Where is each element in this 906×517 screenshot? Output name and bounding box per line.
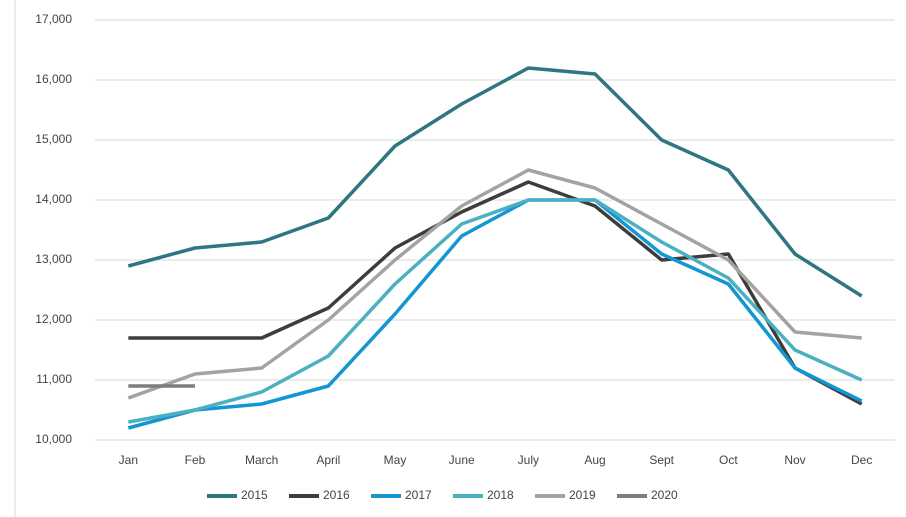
x-tick-label: March <box>245 453 278 467</box>
x-tick-label: Aug <box>584 453 605 467</box>
series-line <box>127 66 863 298</box>
y-tick-label: 17,000 <box>35 12 72 26</box>
y-tick-label: 15,000 <box>35 132 72 146</box>
x-tick-label: Nov <box>784 453 805 467</box>
y-tick-label: 16,000 <box>35 72 72 86</box>
legend-label: 2019 <box>569 488 596 502</box>
y-tick-label: 10,000 <box>35 432 72 446</box>
y-tick-label: 11,000 <box>36 372 72 386</box>
x-tick-label: July <box>518 453 539 467</box>
legend-label: 2016 <box>323 488 350 502</box>
x-tick-label: Dec <box>851 453 872 467</box>
x-tick-label: Feb <box>185 453 206 467</box>
y-tick-label: 12,000 <box>35 312 72 326</box>
series-line <box>127 198 863 430</box>
legend-label: 2018 <box>487 488 514 502</box>
x-tick-label: Jan <box>119 453 138 467</box>
series-line <box>127 168 862 400</box>
legend-label: 2015 <box>241 488 268 502</box>
legend-label: 2017 <box>405 488 432 502</box>
x-tick-label: May <box>384 453 407 467</box>
y-tick-label: 14,000 <box>35 192 72 206</box>
legend-label: 2020 <box>651 488 678 502</box>
x-tick-label: Oct <box>719 453 738 467</box>
x-tick-label: Sept <box>649 453 674 467</box>
x-tick-label: April <box>316 453 340 467</box>
x-tick-label: June <box>449 453 475 467</box>
y-tick-label: 13,000 <box>35 252 72 266</box>
series-line <box>128 198 863 424</box>
